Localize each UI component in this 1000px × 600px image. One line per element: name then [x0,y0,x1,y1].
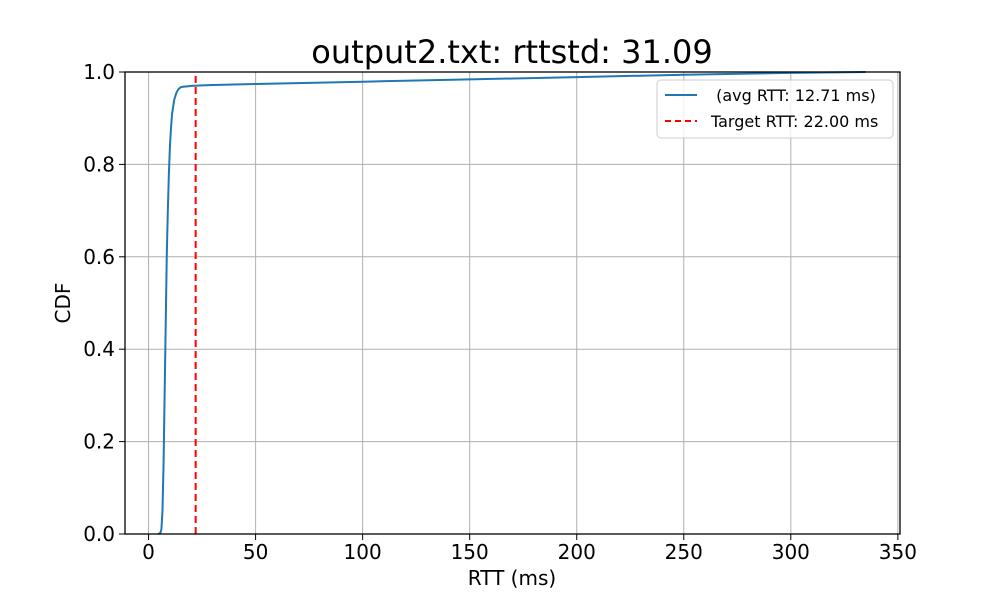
x-tick-label: 100 [344,540,382,564]
legend-label-target-rtt: Target RTT: 22.00 ms [710,112,878,131]
x-tick-label: 0 [142,540,155,564]
x-tick-label: 200 [558,540,596,564]
legend-label-avg-rtt: (avg RTT: 12.71 ms) [711,86,876,105]
x-axis-label: RTT (ms) [468,566,556,590]
x-tick-label: 50 [243,540,268,564]
chart-title: output2.txt: rttstd: 31.09 [311,33,712,71]
cdf-line-avg-rtt [157,71,866,535]
x-tick-label: 150 [451,540,489,564]
x-tick-label: 350 [879,540,917,564]
y-tick-label: 0.6 [83,245,115,269]
y-tick-label: 0.2 [83,430,115,454]
x-tick-label: 250 [665,540,703,564]
legend-box [656,79,894,139]
plot-frame [124,71,901,535]
y-tick-label: 1.0 [83,60,115,84]
x-tick-label: 300 [772,540,810,564]
y-tick-label: 0.0 [83,522,115,546]
series-layer [157,71,866,535]
y-axis-label: CDF [51,283,75,324]
y-tick-label: 0.4 [83,337,115,361]
y-tick-label: 0.8 [83,152,115,176]
legend: (avg RTT: 12.71 ms) Target RTT: 22.00 ms [656,79,894,139]
ticks: 0 50 100 150 200 250 300 350 0.0 0.2 0.4 0.6 0.8 1.0 [83,60,917,564]
